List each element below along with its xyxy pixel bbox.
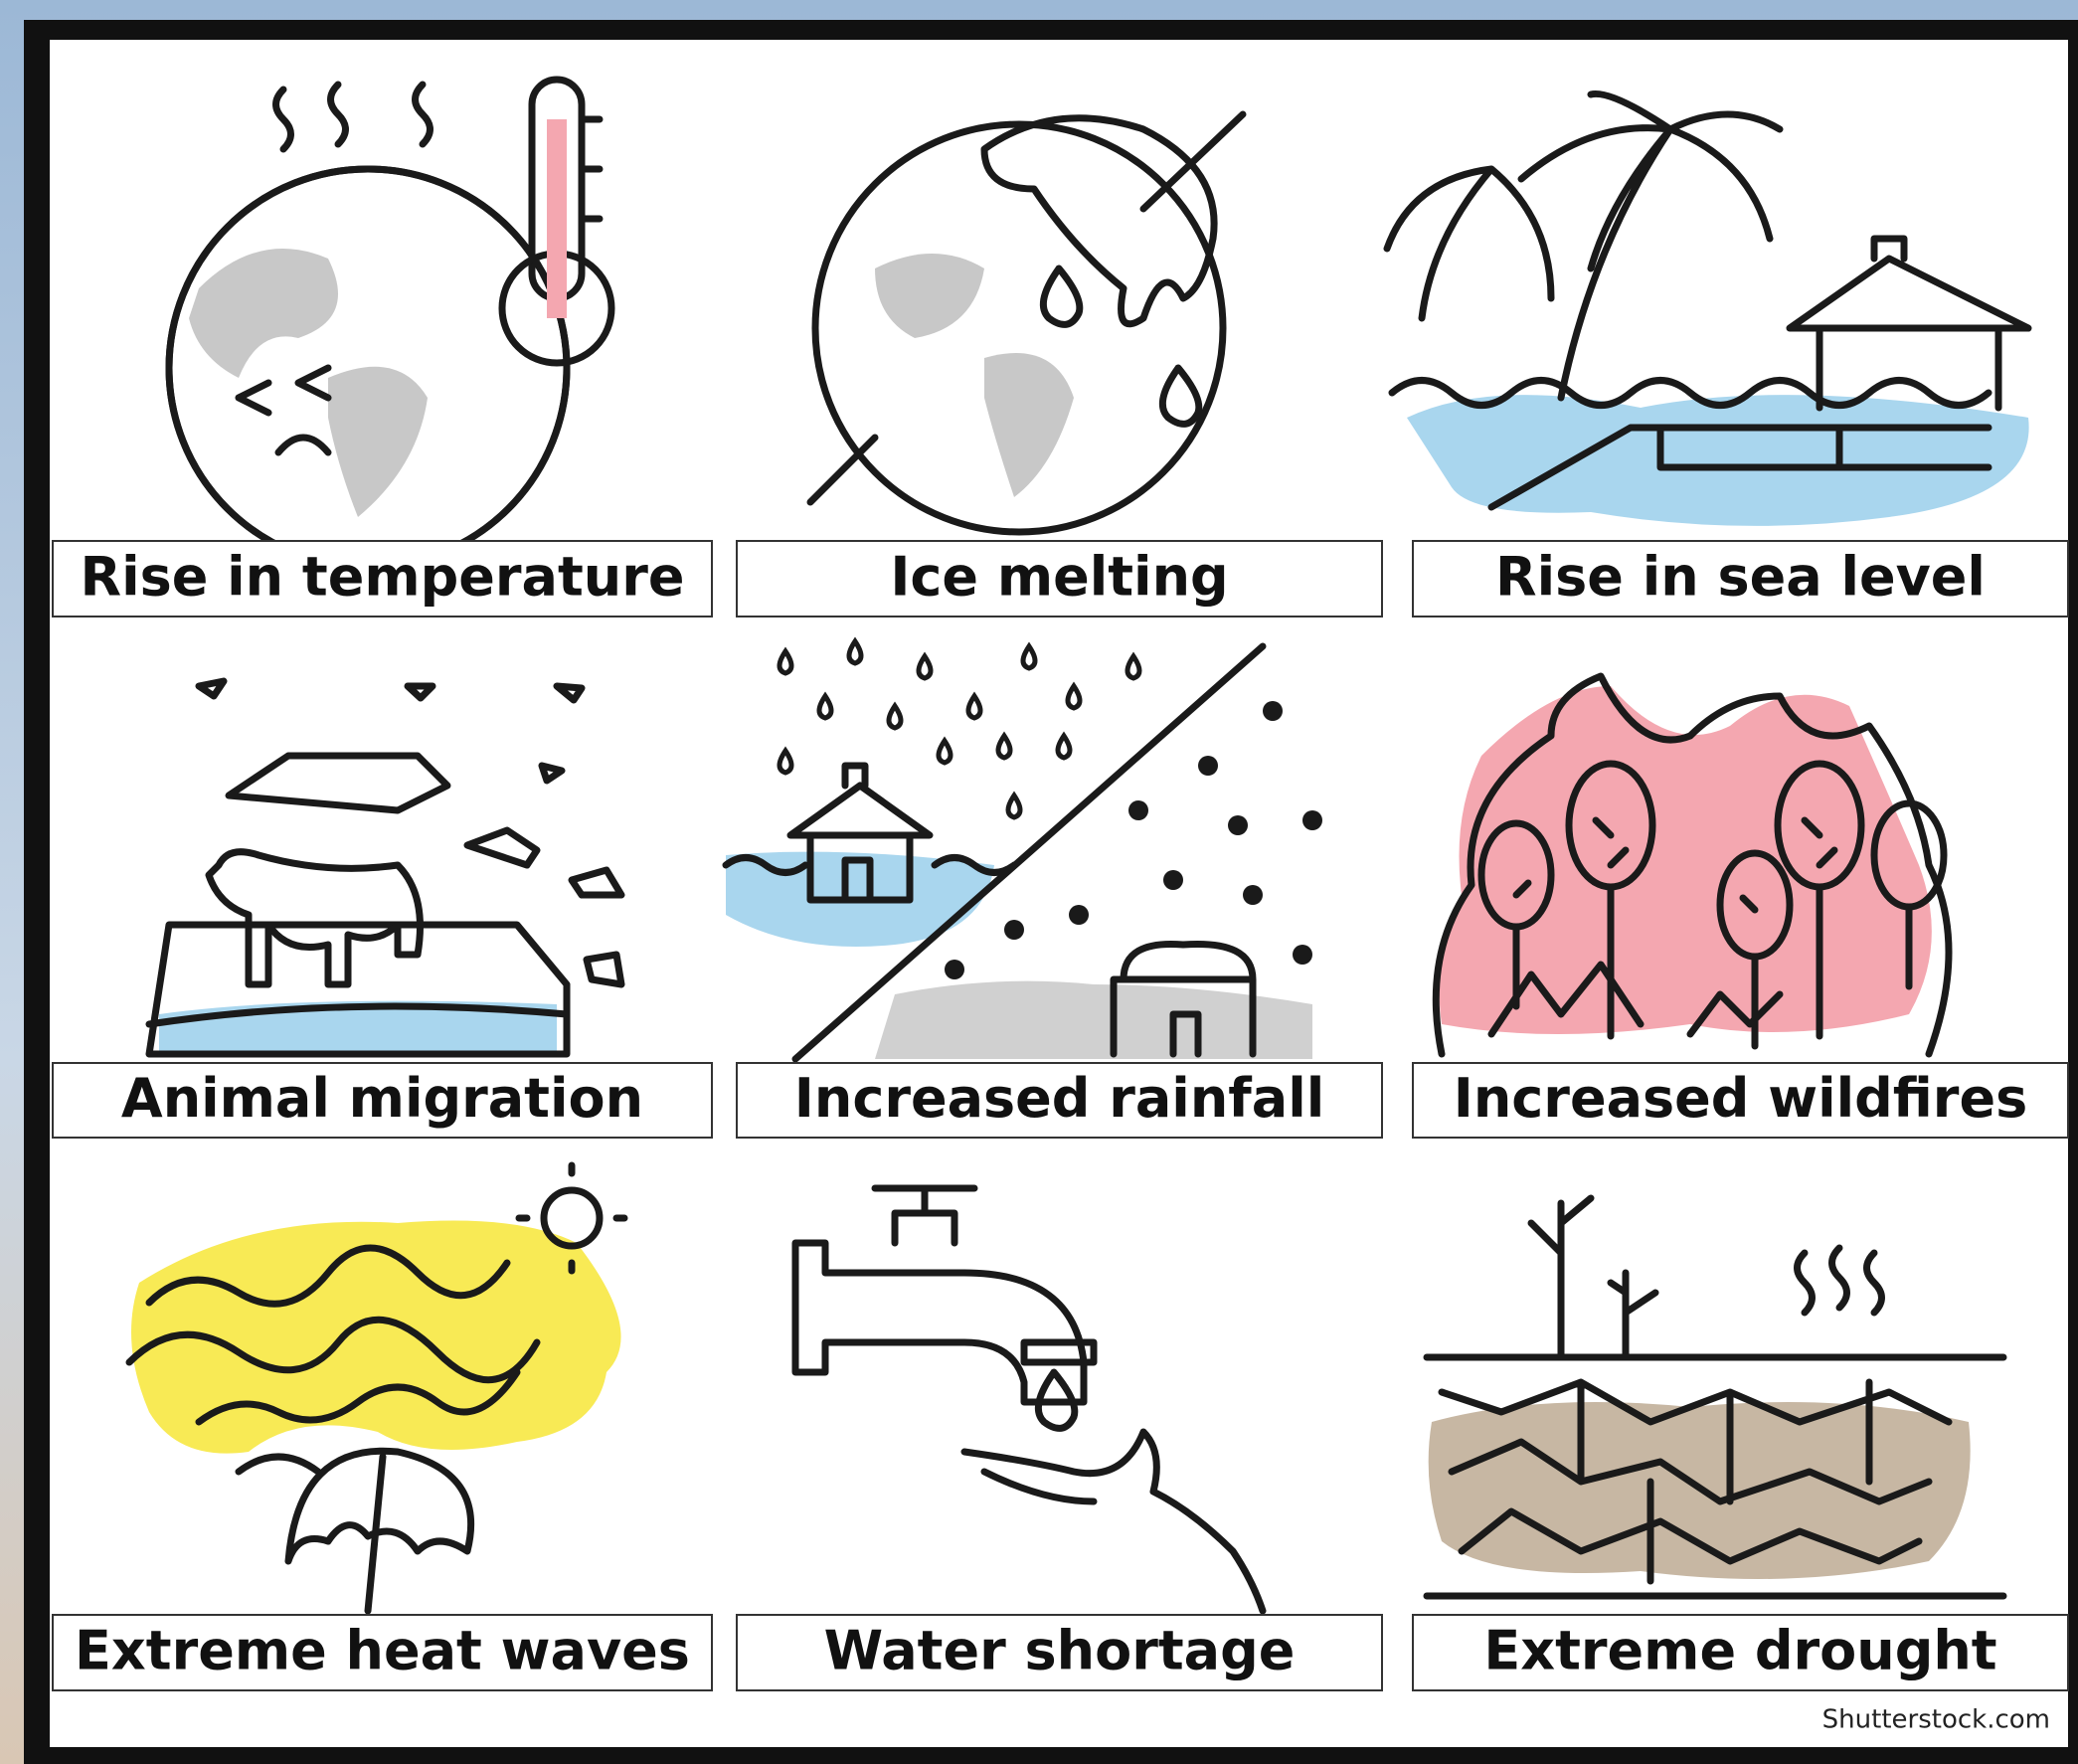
icon-rainfall-shape-shape [1302,810,1322,830]
icon-rainfall-shape-shape [1263,701,1283,721]
icon-rainfall-shape-shape [945,960,964,979]
icon-rainfall-shape-shape [1004,920,1024,940]
icon-rainfall-shape-shape [1293,945,1312,965]
icon-sea-level-shape [1407,395,2029,526]
panel-label: Ice melting [890,546,1228,609]
credit: Shutterstock.com [1822,1705,2050,1735]
icon-rainfall-shape-shape [1128,800,1148,820]
panel-label: Water shortage [824,1620,1296,1682]
panel-label: Extreme drought [1483,1620,1996,1682]
panel-label: Increased wildfires [1454,1067,2027,1130]
icon-wildfires [1436,676,1949,1054]
panel-label: Rise in sea level [1495,546,1986,609]
icon-rainfall-shape-shape [1069,905,1089,925]
panel-label: Extreme heat waves [75,1620,690,1682]
icon-rainfall-shape-shape [1243,885,1263,905]
icon-rainfall-shape-shape [1198,756,1218,776]
infographic: Rise in temperature Ice melting Rise in se… [0,0,2078,1764]
icon-rainfall-shape-shape [1228,815,1248,835]
icon-rainfall-shape-shape [1163,870,1183,890]
panel-label: Animal migration [121,1067,643,1130]
panel-label: Rise in temperature [81,546,685,609]
panel-label: Increased rainfall [794,1067,1324,1130]
icon-temperature-shape [547,119,567,318]
